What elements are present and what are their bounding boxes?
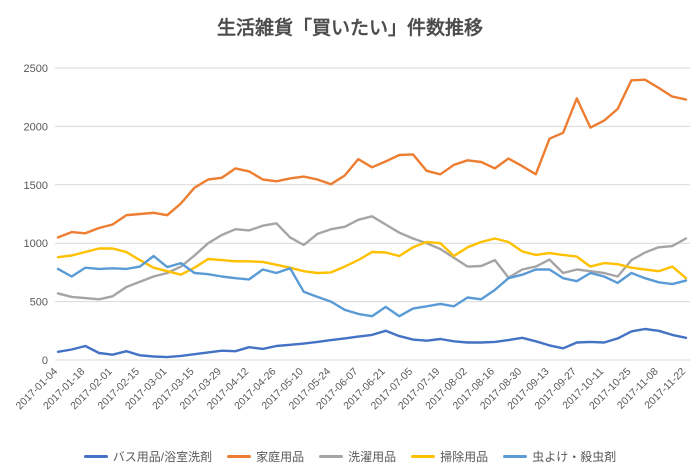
legend-label: 虫よけ・殺虫剤 bbox=[532, 450, 617, 464]
legend-label: 洗濯用品 bbox=[348, 450, 397, 464]
legend-line-marker bbox=[503, 455, 528, 458]
legend-line-marker bbox=[227, 455, 252, 458]
legend-item-4: 虫よけ・殺虫剤 bbox=[503, 448, 616, 465]
y-axis-label: 2500 bbox=[24, 63, 48, 75]
legend-label: 掃除用品 bbox=[440, 450, 489, 464]
legend-item-0: バス用品/浴室洗剤 bbox=[83, 448, 213, 465]
legend-item-2: 洗濯用品 bbox=[319, 448, 396, 465]
legend-line-marker bbox=[319, 455, 344, 458]
y-axis-label: 2000 bbox=[24, 121, 48, 133]
line-chart-plot-area: 050010001500200025002017-01-042017-01-18… bbox=[14, 63, 690, 412]
legend-item-3: 掃除用品 bbox=[411, 448, 488, 465]
series-line-4 bbox=[56, 254, 688, 318]
y-axis-label: 1000 bbox=[24, 238, 48, 250]
series-line-0 bbox=[56, 327, 688, 359]
y-axis-label: 500 bbox=[30, 297, 48, 309]
series-line-1 bbox=[56, 78, 688, 239]
legend-label: バス用品/浴室洗剤 bbox=[112, 450, 213, 464]
y-axis-label: 0 bbox=[42, 355, 48, 367]
legend-label: 家庭用品 bbox=[256, 450, 305, 464]
series-line-2 bbox=[56, 215, 688, 301]
chart-legend: バス用品/浴室洗剤 家庭用品 洗濯用品 掃除用品 虫よけ・殺虫剤 bbox=[0, 448, 700, 465]
y-axis-label: 1500 bbox=[24, 180, 48, 192]
legend-line-marker bbox=[411, 455, 436, 458]
legend-line-marker bbox=[83, 455, 108, 458]
legend-item-1: 家庭用品 bbox=[227, 448, 304, 465]
chart-title: 生活雑貨「買いたい」件数推移 bbox=[216, 18, 483, 39]
series-line-3 bbox=[56, 237, 688, 280]
